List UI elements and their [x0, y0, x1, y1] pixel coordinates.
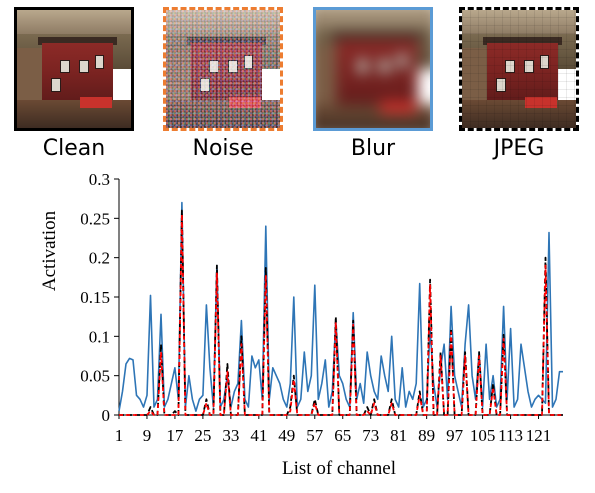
x-tick-label: 1: [115, 426, 124, 445]
x-tick-label: 89: [418, 426, 435, 445]
y-axis-label: Activation: [39, 210, 60, 291]
caption-jpeg: JPEG: [493, 136, 545, 161]
y-tick-label: 0: [102, 406, 111, 425]
x-tick-label: 41: [250, 426, 267, 445]
x-tick-label: 25: [194, 426, 211, 445]
caption-noise: Noise: [192, 136, 254, 161]
y-tick-label: 0.3: [89, 170, 110, 189]
x-tick-label: 57: [306, 426, 324, 445]
caption-clean: Clean: [42, 136, 106, 161]
noise-thumbnail: [163, 7, 283, 131]
x-tick-label: 73: [362, 426, 379, 445]
series-lines: [118, 201, 563, 416]
caption-blur: Blur: [350, 136, 396, 161]
y-axis: 0 0.05 0.1 0.15 0.2 0.25 0.3: [80, 170, 120, 425]
y-tick-label: 0.2: [89, 249, 110, 268]
building-photo-jpeg: [462, 10, 576, 128]
x-tick-label: 9: [143, 426, 152, 445]
x-axis-label: List of channel: [282, 458, 396, 479]
series-line-1: [119, 209, 563, 416]
building-photo-noisy: [166, 10, 280, 128]
y-tick-label: 0.15: [80, 288, 110, 307]
x-tick-label: 81: [390, 426, 407, 445]
building-photo-blurred: [316, 10, 430, 128]
x-axis: 1 9 17 25 33 41 49 57 65 73 81 89 97 105 113 121: [115, 414, 563, 445]
x-tick-label: 113: [498, 426, 523, 445]
jpeg-thumbnail: [459, 7, 579, 131]
x-tick-label: 65: [334, 426, 351, 445]
y-tick-label: 0.1: [89, 327, 110, 346]
series-line-0: [118, 201, 563, 412]
activation-chart: 0 0.05 0.1 0.15 0.2 0.25 0.3 1 9 17 25 33 41 49 57 65 7…: [39, 170, 563, 479]
blur-thumbnail: [313, 7, 433, 131]
clean-thumbnail: [14, 7, 134, 131]
x-tick-label: 17: [166, 426, 184, 445]
x-tick-label: 105: [470, 426, 496, 445]
building-photo: [17, 10, 131, 128]
x-tick-label: 97: [446, 426, 464, 445]
series-line-2: [119, 213, 563, 416]
x-tick-label: 121: [526, 426, 552, 445]
y-tick-label: 0.25: [80, 209, 110, 228]
x-tick-label: 49: [278, 426, 295, 445]
x-tick-label: 33: [222, 426, 239, 445]
y-tick-label: 0.05: [80, 367, 110, 386]
